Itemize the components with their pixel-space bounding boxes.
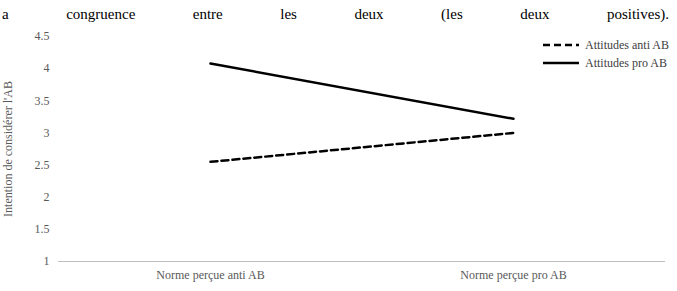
svg-text:2: 2 bbox=[44, 190, 50, 204]
html-text:a congruence entre les deux (l: a congruence entre les deux (les deux po… bbox=[2, 6, 669, 22]
svg-text:3: 3 bbox=[44, 126, 50, 140]
svg-text:1.5: 1.5 bbox=[35, 222, 50, 236]
svg-text:3.5: 3.5 bbox=[35, 94, 50, 108]
svg-text:Intention de considérer l'AB: Intention de considérer l'AB bbox=[1, 81, 15, 217]
html-text:Attitudes anti AB: Attitudes anti AB bbox=[585, 37, 669, 52]
svg-text:2.5: 2.5 bbox=[35, 158, 50, 172]
svg-text:Norme perçue pro AB: Norme perçue pro AB bbox=[460, 268, 566, 282]
svg-text:1: 1 bbox=[44, 254, 50, 268]
svg-text:4: 4 bbox=[44, 61, 50, 75]
svg-text:4.5: 4.5 bbox=[35, 29, 50, 43]
html-text:Attitudes pro AB: Attitudes pro AB bbox=[585, 55, 667, 70]
svg-text:Norme perçue anti AB: Norme perçue anti AB bbox=[156, 268, 264, 282]
